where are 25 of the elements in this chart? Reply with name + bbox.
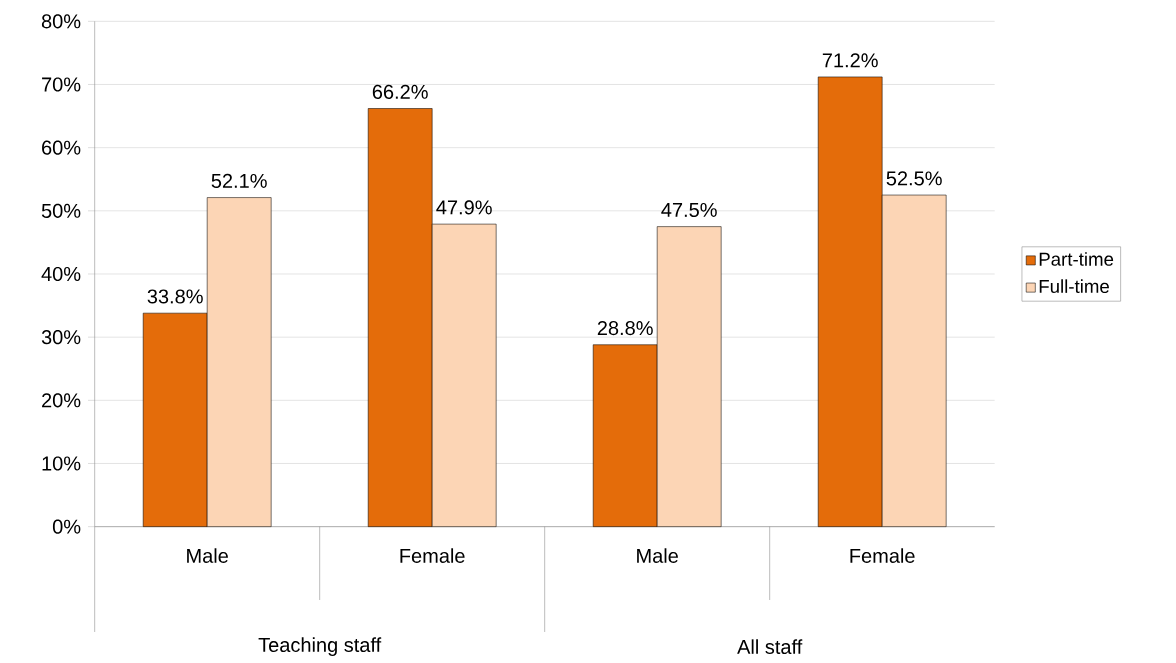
y-tick-label: 50% bbox=[41, 203, 81, 219]
x-tick-label: Male bbox=[637, 548, 678, 564]
x-tick-label: Female bbox=[400, 548, 465, 564]
x-tick-label: Female bbox=[850, 548, 915, 564]
y-tick-label: 10% bbox=[42, 456, 81, 471]
data-label: 28.8% bbox=[597, 321, 653, 336]
y-tick-label: 60% bbox=[42, 140, 81, 155]
y-tick-label: 80% bbox=[41, 14, 81, 29]
text: Teaching staff bbox=[258, 637, 382, 657]
data-label: 33.8% bbox=[147, 289, 203, 304]
y-tick-label: 20% bbox=[42, 393, 81, 408]
x-tick-label: Male bbox=[187, 548, 228, 564]
y-tick-label: 0% bbox=[52, 519, 81, 534]
y-tick-label: 30% bbox=[41, 330, 81, 345]
legend-label: Full-time bbox=[1039, 279, 1109, 294]
text: All staff bbox=[737, 639, 803, 655]
data-label: 71.2% bbox=[822, 53, 878, 68]
data-label: 66.2% bbox=[372, 84, 428, 100]
y-tick-label: 70% bbox=[42, 77, 81, 92]
data-label: 52.5% bbox=[886, 171, 942, 186]
y-tick-label: 40% bbox=[41, 267, 81, 282]
data-label: 47.9% bbox=[436, 200, 492, 215]
legend-label: Part-time bbox=[1039, 252, 1114, 267]
data-label: 47.5% bbox=[661, 203, 717, 218]
data-label: 52.1% bbox=[211, 173, 267, 189]
